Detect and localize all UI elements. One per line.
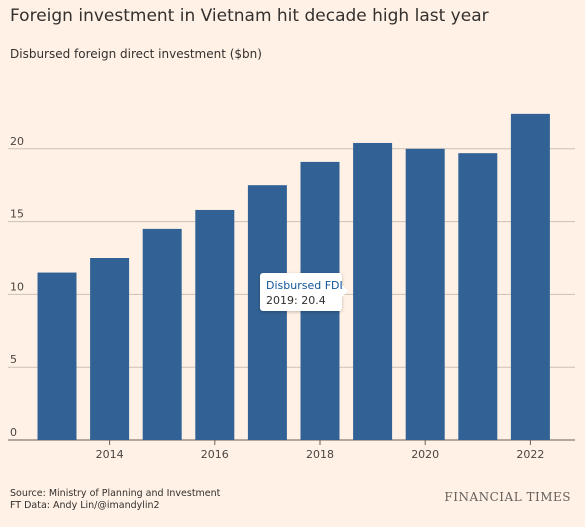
chart-title: Foreign investment in Vietnam hit decade… (10, 6, 489, 26)
bar-2016[interactable] (195, 209, 235, 440)
bar-2015[interactable] (142, 228, 182, 440)
bar-2019[interactable] (353, 142, 393, 440)
source-text: Source: Ministry of Planning and Investm… (10, 488, 221, 499)
y-tick-label: 10 (10, 280, 24, 293)
bar-2020[interactable] (405, 148, 445, 441)
bar-2013[interactable] (37, 272, 77, 440)
bar-2014[interactable] (90, 258, 130, 440)
tooltip-year: 2019 (266, 294, 294, 307)
source-note: Source: Ministry of Planning and Investm… (10, 488, 220, 512)
tooltip-title: Disbursed FDI (266, 279, 343, 292)
bar-2017[interactable] (247, 185, 287, 440)
x-tick-label: 2018 (306, 448, 334, 461)
x-tick-label: 2022 (516, 448, 544, 461)
tooltip-value: 20.4 (301, 294, 326, 307)
bar-tooltip: Disbursed FDI 2019: 20.4 (260, 273, 348, 311)
y-tick-label: 20 (10, 135, 24, 148)
bars (37, 113, 550, 441)
y-tick-label: 0 (10, 426, 17, 439)
y-tick-label: 5 (10, 353, 17, 366)
bar-2022[interactable] (510, 113, 550, 440)
credit-text: FT Data: Andy Lin/@imandylin2 (10, 500, 160, 511)
x-tick-label: 2016 (201, 448, 229, 461)
ft-logo-text: FINANCIAL TIMES (444, 490, 571, 504)
x-axis-ticks: 2014 2016 2018 2020 2022 (96, 440, 544, 461)
y-axis-ticks: 0 5 10 15 20 (10, 135, 24, 439)
tooltip-value-line: 2019: 20.4 (266, 294, 326, 307)
y-tick-label: 15 (10, 208, 24, 221)
x-tick-label: 2020 (411, 448, 439, 461)
bar-2021[interactable] (458, 153, 498, 440)
chart-subtitle: Disbursed foreign direct investment ($bn… (10, 47, 262, 61)
x-tick-label: 2014 (96, 448, 124, 461)
